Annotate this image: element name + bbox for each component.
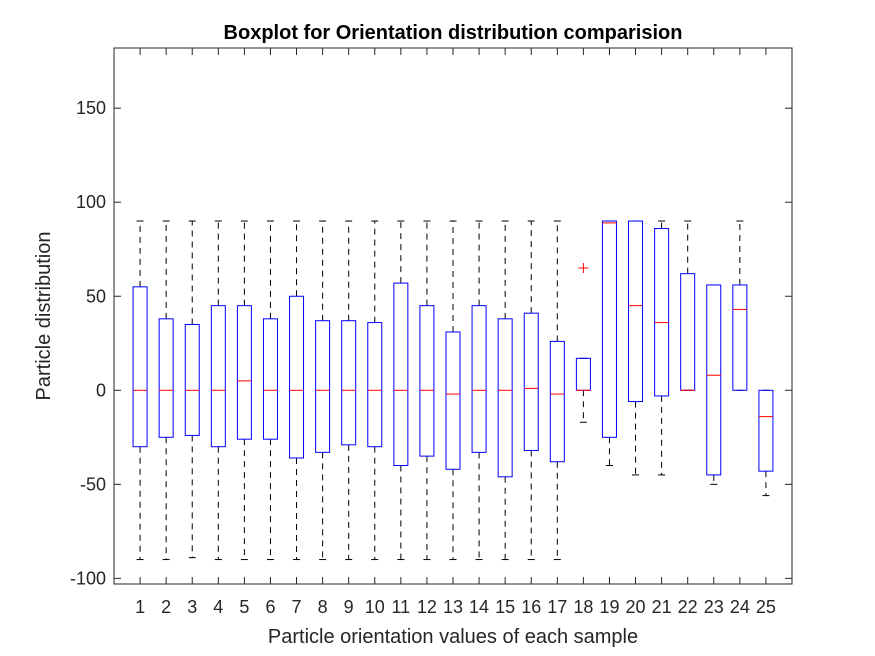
box-iqr [289, 295, 305, 459]
box-iqr [393, 282, 409, 467]
boxes-layer [132, 220, 774, 561]
x-tick-label: 7 [292, 597, 302, 617]
box-iqr [132, 286, 148, 448]
box-13 [445, 220, 461, 561]
box-1 [132, 220, 148, 561]
box-6 [262, 220, 278, 561]
box-3 [184, 220, 200, 559]
box-iqr [210, 305, 226, 448]
box-19 [601, 220, 617, 467]
y-tick-label: 50 [86, 286, 106, 306]
box-14 [471, 220, 487, 561]
x-tick-label: 19 [599, 597, 619, 617]
x-tick-label: 21 [652, 597, 672, 617]
box-5 [236, 220, 252, 561]
x-tick-label: 13 [443, 597, 463, 617]
box-22 [680, 220, 696, 391]
box-16 [523, 220, 539, 561]
box-15 [497, 220, 513, 561]
box-17 [549, 220, 565, 561]
y-tick-label: -50 [80, 474, 106, 494]
box-iqr [706, 284, 722, 476]
x-tick-label: 4 [213, 597, 223, 617]
box-4 [210, 220, 226, 561]
x-axis-label: Particle orientation values of each samp… [268, 626, 638, 648]
box-iqr [367, 322, 383, 448]
x-tick-label: 25 [756, 597, 776, 617]
box-23 [706, 284, 722, 485]
box-20 [628, 220, 644, 476]
x-tick-label: 5 [239, 597, 249, 617]
x-axis: 1 2 3 4 5 6 7 8 9 10 11 12 13 14 15 16 17 18 19 20 21 22 23 24 2… [135, 48, 776, 617]
x-tick-label: 16 [521, 597, 541, 617]
box-21 [654, 220, 670, 476]
box-25 [758, 389, 774, 497]
x-tick-label: 18 [573, 597, 593, 617]
x-tick-label: 3 [187, 597, 197, 617]
x-tick-label: 1 [135, 597, 145, 617]
x-tick-label: 20 [626, 597, 646, 617]
x-tick-label: 15 [495, 597, 515, 617]
y-tick-label: -100 [70, 568, 106, 588]
x-tick-label: 12 [417, 597, 437, 617]
box-12 [419, 220, 435, 561]
x-tick-label: 2 [161, 597, 171, 617]
x-tick-label: 24 [730, 597, 750, 617]
y-axis-label: Particle distribution [33, 232, 55, 401]
x-tick-label: 11 [392, 597, 411, 617]
box-9 [341, 220, 357, 561]
box-iqr [184, 323, 200, 436]
x-tick-label: 9 [344, 597, 354, 617]
box-iqr [732, 284, 748, 391]
box-iqr [236, 305, 252, 440]
box-iqr [262, 318, 278, 440]
box-8 [315, 220, 331, 561]
x-tick-label: 8 [318, 597, 328, 617]
x-tick-label: 14 [469, 597, 489, 617]
box-iqr [628, 220, 644, 403]
y-axis: -100 -50 0 50 100 150 [70, 98, 792, 588]
box-iqr [419, 305, 435, 457]
box-7 [289, 220, 305, 561]
y-tick-label: 0 [96, 380, 106, 400]
box-11 [393, 220, 409, 561]
x-tick-label: 10 [365, 597, 385, 617]
box-2 [158, 220, 174, 561]
box-iqr [315, 320, 331, 453]
box-iqr [758, 389, 774, 472]
box-iqr [471, 305, 487, 453]
y-tick-label: 150 [76, 98, 106, 118]
x-tick-label: 17 [547, 597, 567, 617]
box-iqr [158, 318, 174, 438]
box-iqr [341, 320, 357, 446]
x-tick-label: 6 [265, 597, 275, 617]
chart-title: Boxplot for Orientation distribution com… [224, 22, 683, 44]
box-24 [732, 220, 748, 391]
box-iqr [445, 331, 461, 470]
box-iqr [549, 340, 565, 463]
x-tick-label: 23 [704, 597, 724, 617]
box-iqr [601, 220, 617, 438]
x-tick-label: 22 [678, 597, 698, 617]
box-iqr [497, 318, 513, 478]
box-10 [367, 220, 383, 561]
y-tick-label: 100 [76, 192, 106, 212]
box-18 [575, 263, 591, 423]
box-iqr [654, 228, 670, 397]
box-iqr [523, 312, 539, 451]
